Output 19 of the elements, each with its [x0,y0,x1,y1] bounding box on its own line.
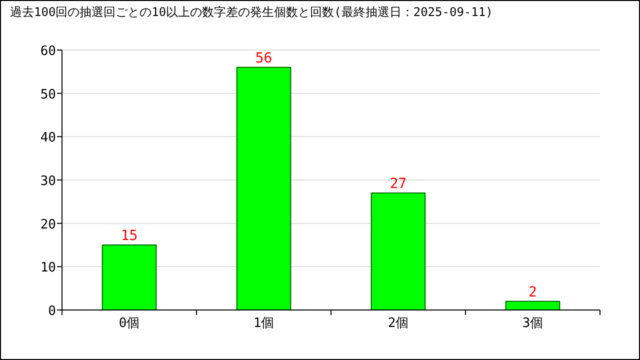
x-tick-label: 2個 [388,316,409,331]
data-label: 15 [120,228,138,244]
data-label: 56 [255,50,272,66]
y-tick-label: 0 [48,304,56,319]
x-tick-label: 3個 [522,316,544,331]
bar [370,192,426,310]
x-tick-label: 0個 [118,316,140,331]
y-tick-label: 40 [40,130,56,146]
bar [236,66,292,310]
data-label: 2 [528,284,537,300]
y-tick-label: 60 [40,44,56,59]
x-tick-label: 1個 [253,316,274,331]
y-tick-label: 20 [40,217,56,232]
data-label: 27 [390,176,407,192]
chart-title: 過去100回の抽選回ごとの10以上の数字差の発生個数と回数(最終抽選日：2025-09-11) [10,5,493,19]
bar [102,244,157,310]
y-tick-label: 50 [40,87,56,102]
y-tick-label: 10 [40,260,56,276]
y-tick-label: 30 [40,174,56,189]
